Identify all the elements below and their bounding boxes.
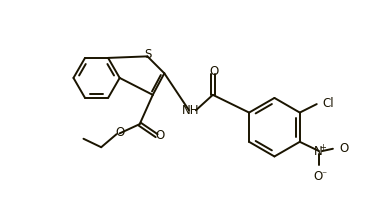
Text: O: O — [340, 142, 349, 155]
Text: O: O — [155, 129, 164, 142]
Text: N: N — [314, 145, 322, 158]
Text: +: + — [319, 144, 326, 153]
Text: O: O — [116, 126, 125, 139]
Text: ⁻: ⁻ — [321, 170, 326, 180]
Text: O: O — [209, 65, 218, 78]
Text: NH: NH — [182, 104, 199, 117]
Text: S: S — [144, 48, 152, 61]
Text: Cl: Cl — [322, 97, 334, 110]
Text: O: O — [314, 170, 323, 183]
